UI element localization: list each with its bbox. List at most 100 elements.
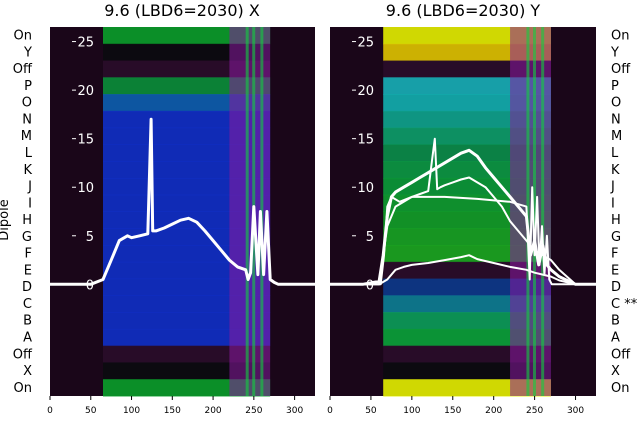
x-tick-label: 0 <box>47 406 53 416</box>
heatmap-band <box>103 127 271 145</box>
dipole-label: Off <box>611 347 631 362</box>
heatmap-band <box>103 295 271 313</box>
heatmap-band <box>383 245 551 263</box>
dipole-label: F <box>611 247 618 262</box>
dipole-label: On <box>611 381 629 396</box>
dipole-label: G <box>611 230 621 245</box>
heatmap-band <box>383 362 551 380</box>
dipole-label: On <box>611 29 629 44</box>
dipole-label: E <box>611 263 619 278</box>
dipole-label: A <box>611 330 620 345</box>
heatmap-band <box>383 312 551 330</box>
dipole-label: M <box>21 129 32 144</box>
dipole-label: C ** <box>611 297 638 312</box>
dipole-label: Y <box>23 45 32 60</box>
x-tick-label: 300 <box>286 406 303 416</box>
heatmap-edge <box>510 27 551 396</box>
heatmap-edge <box>229 27 271 396</box>
x-tick-label: 150 <box>164 406 181 416</box>
dipole-label: L <box>611 146 619 161</box>
x-tick-label: 50 <box>365 406 377 416</box>
y-tick-label: 25 <box>357 36 374 51</box>
x-tick-label: 50 <box>85 406 97 416</box>
x-tick-label: 200 <box>485 406 502 416</box>
heatmap-band <box>103 161 271 179</box>
heatmap-band <box>103 144 271 162</box>
y-tick-label: 0 <box>366 278 374 293</box>
heatmap-band <box>383 177 551 196</box>
heatmap-band <box>383 144 551 162</box>
y-tick-label: 10 <box>77 181 94 196</box>
heatmap-stripe <box>245 27 249 396</box>
heatmap-band <box>103 60 271 78</box>
heatmap-band <box>103 345 271 363</box>
y-tick-label: 20 <box>77 84 94 99</box>
dipole-label: X <box>611 364 620 379</box>
chart-title: 9.6 (LBD6=2030) Y <box>386 1 541 20</box>
dipole-label: C <box>23 297 32 312</box>
heatmap-band <box>103 177 271 196</box>
dipole-label: B <box>611 314 620 329</box>
dipole-label: P <box>24 79 32 94</box>
heatmap-band <box>103 110 271 129</box>
dipole-label: G <box>22 230 32 245</box>
dipole-label: On <box>14 381 32 396</box>
y-tick-label: 10 <box>357 181 374 196</box>
heatmap-band <box>383 345 551 363</box>
chart-title: 9.6 (LBD6=2030) X <box>104 1 260 20</box>
heatmap-band <box>383 110 551 129</box>
heatmap-band <box>383 27 551 45</box>
dipole-label: O <box>611 96 621 111</box>
heatmap-band <box>383 94 551 112</box>
y-tick-label: 25 <box>77 36 94 51</box>
heatmap-band <box>383 194 551 212</box>
heatmap-band <box>103 312 271 330</box>
dipole-label: H <box>611 213 621 228</box>
heatmap-band <box>103 94 271 112</box>
y-tick-label: 5 <box>366 230 374 245</box>
heatmap-band <box>383 211 551 229</box>
x-tick-label: 200 <box>204 406 221 416</box>
heatmap-stripe <box>526 27 530 396</box>
dipole-label: K <box>611 163 620 178</box>
dipole-label: On <box>14 29 32 44</box>
dipole-label: Off <box>611 62 631 77</box>
dipole-label: B <box>23 314 32 329</box>
dipole-label: M <box>611 129 622 144</box>
heatmap-band <box>383 43 551 62</box>
heatmap-band <box>103 362 271 380</box>
dipole-label: D <box>22 280 32 295</box>
heatmap-stripe <box>541 27 545 396</box>
y-tick-label: 15 <box>357 133 374 148</box>
y-tick-label: 0 <box>86 278 94 293</box>
heatmap-band <box>103 228 271 246</box>
heatmap-band <box>383 328 551 347</box>
y-tick-label: 15 <box>77 133 94 148</box>
dipole-label: Off <box>13 62 33 77</box>
dipole-label: K <box>23 163 32 178</box>
heatmap-band <box>103 194 271 212</box>
x-tick-label: 300 <box>567 406 584 416</box>
dipole-label: H <box>22 213 32 228</box>
dipole-label: X <box>23 364 32 379</box>
heatmap-band <box>103 379 271 397</box>
series-line <box>330 186 596 286</box>
dipole-label: L <box>25 146 33 161</box>
series-line <box>50 117 315 286</box>
dipole-label: J <box>27 180 32 195</box>
dipole-label: P <box>611 79 619 94</box>
dipole-label: Off <box>13 347 33 362</box>
dipole-label: I <box>28 196 32 211</box>
x-tick-label: 250 <box>526 406 543 416</box>
heatmap-band <box>383 60 551 78</box>
heatmap-band <box>103 27 271 45</box>
dipole-label: A <box>23 330 32 345</box>
heatmap-band <box>383 379 551 397</box>
y-tick-label: 20 <box>357 84 374 99</box>
heatmap-band <box>103 77 271 95</box>
heatmap-band <box>103 43 271 62</box>
series-line <box>330 148 596 286</box>
